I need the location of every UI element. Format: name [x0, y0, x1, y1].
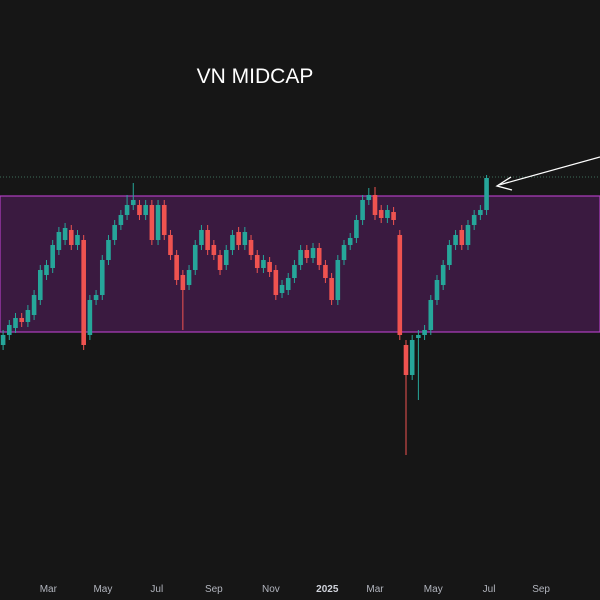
x-axis: Mar May Jul Sep Nov 2025 Mar May Jul Sep [40, 584, 551, 595]
candle-body [397, 235, 403, 335]
candle-body [323, 265, 328, 278]
candle-body [217, 255, 223, 270]
candle-body [19, 318, 24, 322]
candle-body [99, 260, 105, 295]
candle-body [75, 235, 80, 245]
candle-body [180, 275, 186, 290]
candle-body [471, 215, 477, 225]
chart-title: VN MIDCAP [197, 65, 314, 88]
candle-body [372, 195, 378, 215]
candle-body [87, 300, 93, 335]
candle-body [447, 245, 452, 265]
candle-body [118, 215, 124, 225]
candle-body [409, 340, 415, 375]
candle-body [168, 235, 173, 255]
candle-body [149, 205, 155, 240]
candle-body [403, 345, 409, 375]
candle-body [68, 230, 74, 245]
candle-body [310, 248, 316, 258]
annotation-arrow [495, 156, 600, 191]
candle-body [211, 245, 217, 255]
candle-body [453, 235, 458, 245]
candle-body [267, 262, 272, 272]
candle-body [137, 205, 142, 215]
candle-body [31, 295, 37, 315]
x-tick-label: Sep [205, 584, 223, 595]
candle-body [0, 335, 6, 345]
candle-body [478, 210, 483, 215]
candle-body [13, 318, 18, 328]
x-tick-label: Jul [483, 584, 496, 595]
candle-body [62, 228, 68, 240]
candle-body [93, 295, 99, 300]
candle-body [347, 238, 353, 245]
candle-body [6, 325, 12, 335]
candle-body [186, 270, 192, 285]
candle-body [285, 278, 291, 290]
candle-body [422, 330, 427, 335]
candle-body [230, 235, 235, 250]
candle-body [335, 260, 341, 300]
arrow-line [498, 156, 600, 186]
candle-body [261, 260, 266, 268]
candle-body [242, 232, 248, 245]
candle-body [360, 200, 365, 220]
candle-body [378, 210, 384, 218]
candle-body [236, 232, 241, 245]
candle-body [434, 280, 440, 300]
candle-body [366, 195, 372, 200]
x-tick-label: Sep [532, 584, 550, 595]
candle-body [143, 205, 148, 215]
candle-body [428, 300, 434, 330]
candle-body [205, 230, 210, 250]
candle-body [155, 205, 161, 240]
candle-body [459, 230, 465, 245]
x-tick-label: May [93, 584, 112, 595]
candle-body [304, 250, 310, 258]
candle-body [273, 270, 279, 295]
x-tick-label: Jul [150, 584, 163, 595]
candle-body [112, 225, 117, 240]
x-tick-label: Nov [262, 584, 280, 595]
candle-body [385, 210, 390, 218]
x-tick-label: 2025 [316, 584, 339, 595]
candle-body [161, 205, 167, 235]
candle-body [292, 265, 297, 278]
candle-body [391, 212, 396, 220]
candle-body [56, 232, 62, 250]
candle-body [106, 240, 111, 260]
candle-body [484, 178, 489, 210]
x-tick-label: May [424, 584, 443, 595]
candle-body [279, 285, 285, 293]
x-tick-label: Mar [366, 584, 384, 595]
candle-body [354, 220, 359, 238]
candle-body [192, 245, 198, 270]
candle-body [254, 255, 260, 268]
x-tick-label: Mar [40, 584, 58, 595]
candle-body [465, 225, 471, 245]
candle-body [223, 250, 229, 265]
candle-body [341, 245, 347, 260]
candle-layer [0, 175, 489, 455]
candle-body [37, 270, 43, 300]
candle-body [298, 250, 303, 265]
candle-body [440, 265, 446, 285]
candle-body [199, 230, 204, 245]
candle-body [174, 255, 179, 280]
candle-body [124, 205, 130, 215]
candle-body [329, 278, 334, 300]
candle-body [130, 200, 136, 205]
candle-body [50, 245, 55, 268]
candle-body [316, 248, 322, 265]
candle-body [416, 335, 421, 338]
candle-body [25, 310, 31, 322]
candle-body [44, 265, 49, 275]
candle-body [248, 240, 254, 255]
candle-body [81, 240, 86, 345]
arrow-head [495, 176, 513, 191]
